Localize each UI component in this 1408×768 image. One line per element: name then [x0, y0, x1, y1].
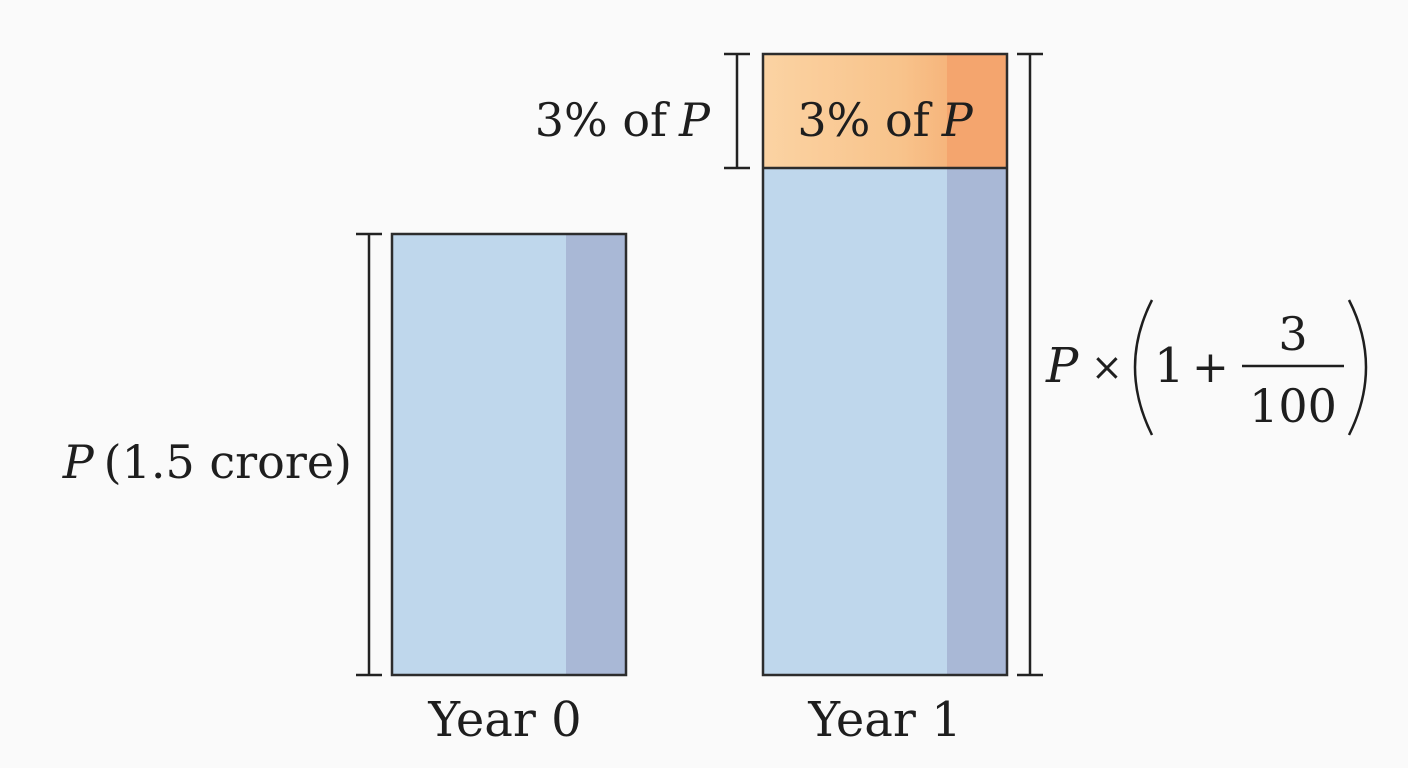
formula-symbol-p: P	[1045, 338, 1079, 394]
formula-plus: +	[1192, 342, 1229, 393]
category-label-year-0: Year 0	[427, 692, 581, 748]
bracket-year-1-total	[1017, 52, 1043, 677]
bar-year-0-shade	[566, 234, 626, 675]
total-formula: P × 1 + 3 100	[1045, 299, 1368, 436]
increment-inner-label: 3% of P	[797, 93, 973, 147]
symbol-p: P	[62, 435, 95, 489]
increment-inner-prefix: 3% of	[797, 93, 932, 147]
bar-year-1-fill	[763, 168, 947, 675]
bracket-year-0	[356, 232, 382, 677]
increment-segment-shade	[947, 54, 1007, 168]
bar-year-1-outline	[761, 52, 1009, 677]
formula-right-paren	[1347, 299, 1368, 436]
increment-segment-fill	[763, 54, 947, 168]
formula-times: ×	[1091, 345, 1123, 389]
bar-year-1-shade	[947, 168, 1007, 675]
amount-note: (1.5 crore)	[104, 435, 352, 489]
bar-year-1	[761, 52, 1009, 677]
increment-outer-symbol: P	[678, 93, 711, 147]
formula-denominator: 100	[1249, 379, 1337, 433]
bracket-year-0-label: P (1.5 crore)	[62, 435, 352, 489]
increment-outer-label: 3% of P	[535, 93, 711, 147]
formula-numerator: 3	[1278, 307, 1307, 361]
increment-outer-prefix: 3% of	[535, 93, 670, 147]
category-label-year-1: Year 1	[807, 692, 961, 748]
formula-left-paren	[1133, 299, 1154, 436]
increment-inner-symbol: P	[941, 93, 974, 147]
bar-year-0	[390, 232, 628, 677]
bar-year-0-fill	[392, 234, 566, 675]
bar-year-0-outline	[390, 232, 628, 677]
formula-one: 1	[1154, 338, 1185, 394]
bracket-increment	[724, 52, 750, 170]
